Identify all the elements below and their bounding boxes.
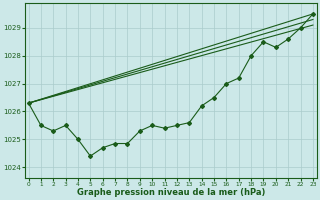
- X-axis label: Graphe pression niveau de la mer (hPa): Graphe pression niveau de la mer (hPa): [76, 188, 265, 197]
